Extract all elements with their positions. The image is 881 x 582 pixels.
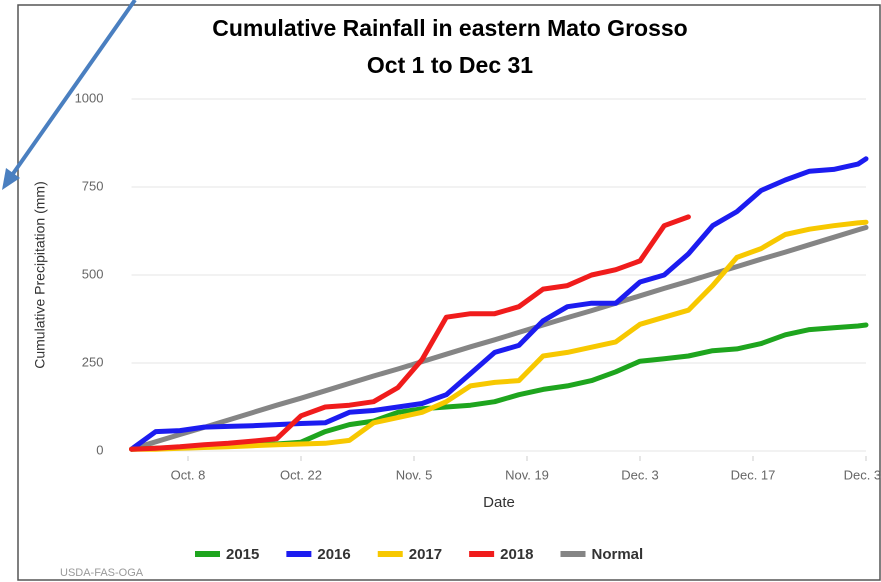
source-note: USDA-FAS-OGA: [60, 567, 144, 579]
series-line: [129, 225, 869, 452]
legend-label: 2018: [500, 546, 533, 563]
y-tick-label: 500: [82, 266, 104, 281]
legend-label: 2017: [409, 546, 442, 563]
chart-frame: [17, 4, 881, 581]
y-tick-label: 0: [96, 442, 103, 457]
x-tick-label: Dec. 31: [844, 467, 881, 482]
legend-label: Normal: [592, 546, 644, 563]
x-tick-label: Dec. 17: [731, 467, 776, 482]
x-axis-label: Date: [483, 494, 515, 511]
legend-label: 2016: [317, 546, 350, 563]
y-tick-label: 1000: [75, 90, 104, 105]
arrow: [8, 0, 137, 180]
legend-swatch: [286, 551, 312, 557]
series-line: [129, 214, 691, 452]
x-tick-label: Oct. 22: [280, 467, 322, 482]
legend: 2015 2016 2017 2018 Normal: [195, 546, 643, 563]
legend-swatch: [195, 551, 220, 557]
y-axis-label: Cumulative Precipitation (mm): [32, 181, 48, 369]
y-tick-label: 750: [82, 178, 104, 193]
x-tick-label: Dec. 3: [621, 467, 659, 482]
legend-swatch: [469, 551, 495, 557]
x-tick-label: Oct. 8: [171, 467, 206, 482]
legend-swatch: [377, 551, 403, 557]
series-line: [129, 219, 869, 452]
y-tick-label: 250: [82, 354, 104, 369]
legend-label: 2015: [226, 546, 259, 563]
arrow-head: [2, 168, 20, 190]
plot-area: 0 250 500 750 1000 Oct. 8 Oct. 22 Nov. 5 Nov. 19…: [75, 90, 881, 482]
series-line: [129, 156, 869, 452]
chart-subtitle: Oct 1 to Dec 31: [367, 52, 533, 78]
legend-swatch: [560, 551, 586, 557]
chart-title: Cumulative Rainfall in eastern Mato Gros…: [212, 15, 687, 41]
x-tick-label: Nov. 19: [505, 467, 549, 482]
x-tick-label: Nov. 5: [396, 467, 433, 482]
